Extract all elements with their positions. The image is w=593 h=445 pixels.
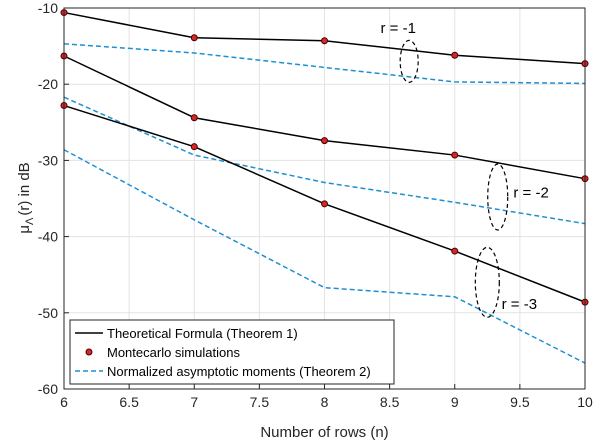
point-rminus1-montecarlo-2 (321, 37, 328, 45)
y-axis-label-mu: μ (16, 225, 33, 234)
x-tick-label-3: 7.5 (250, 394, 270, 410)
point-rminus2-montecarlo-2 (321, 137, 328, 145)
legend-montecarlo-label: Montecarlo simulations (107, 345, 240, 360)
legend-box (69, 319, 395, 385)
x-axis-label: Number of rows (n) (260, 424, 388, 441)
line-rminus2-asymptotic (63, 96, 586, 225)
x-tick-label-0: 6 (60, 394, 68, 410)
y-tick-label-0: -60 (38, 381, 58, 397)
legend-montecarlo-swatch (85, 348, 93, 356)
point-rminus2-montecarlo-3 (451, 151, 459, 159)
legend: Theoretical Formula (Theorem 1) Montecar… (69, 319, 395, 385)
y-axis-label-subscript: Λ (24, 217, 36, 225)
point-rminus3-montecarlo-1 (190, 143, 198, 151)
y-tick-label-2: -40 (38, 229, 58, 245)
line-rminus1-asymptotic (63, 43, 586, 85)
y-tick-label-1: -50 (38, 305, 58, 321)
y-tick-label-3: -30 (38, 152, 58, 168)
annotation-ellipse-1 (487, 163, 509, 231)
x-tick-label-6: 9 (451, 394, 459, 410)
legend-theoretical-label: Theoretical Formula (Theorem 1) (107, 326, 298, 341)
y-tick-label-5: -10 (38, 0, 58, 16)
legend-asymptotic-label: Normalized asymptotic moments (Theorem 2… (107, 364, 371, 379)
annotation-ellipse-2 (474, 246, 500, 318)
tick-layer: 6 6.5 7 7.5 8 8.5 9 9.5 10 -60 -50 -40 -30 -20 -10 (38, 0, 593, 410)
point-rminus2-montecarlo-1 (190, 114, 198, 122)
point-rminus1-montecarlo-3 (451, 51, 459, 59)
x-tick-label-2: 7 (190, 394, 198, 410)
point-rminus3-montecarlo-2 (321, 200, 328, 208)
point-rminus1-montecarlo-1 (190, 34, 198, 42)
y-tick-label-4: -20 (38, 76, 58, 92)
x-tick-label-8: 10 (577, 394, 593, 410)
x-tick-label-5: 8.5 (380, 394, 400, 410)
annotation-label-2: r = -3 (502, 296, 537, 313)
y-axis-label: μΛ (r) in dB (16, 162, 36, 233)
annotation-label-1: r = -2 (513, 185, 548, 202)
annotation-ellipse-0 (399, 39, 419, 83)
x-tick-label-4: 8 (321, 394, 329, 410)
line-rminus3-asymptotic (63, 149, 586, 364)
y-axis-label-rest: (r) in dB (16, 162, 33, 215)
x-tick-label-1: 6.5 (119, 394, 139, 410)
x-tick-label-7: 9.5 (510, 394, 530, 410)
annotation-label-0: r = -1 (381, 20, 416, 37)
point-rminus3-montecarlo-3 (451, 247, 459, 255)
annotation-layer: r = -1 r = -2 r = -3 (381, 20, 549, 318)
